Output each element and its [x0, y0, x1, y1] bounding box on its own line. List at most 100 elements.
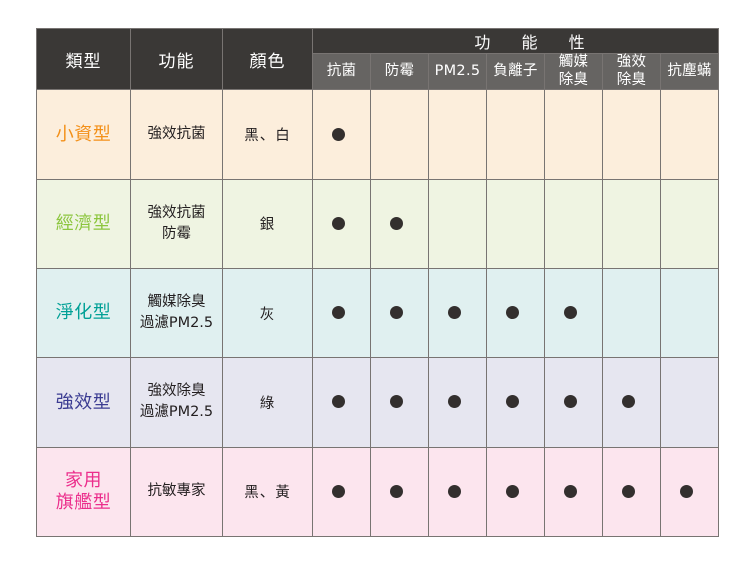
- header-sub-antimold-line1: 防霉: [384, 62, 415, 79]
- cell-feature-mark: [602, 178, 661, 270]
- supported-dot-icon: [448, 484, 461, 498]
- supported-dot-icon: [564, 306, 577, 320]
- cell-feature-mark: [370, 446, 429, 538]
- table-header: 類型 功能 顏色 功 能 性 抗菌 防霉 PM2.5 負離子 觸媒 除臭 強效: [36, 27, 720, 91]
- cell-feature-mark: [486, 446, 545, 538]
- cell-feature-mark: [544, 357, 603, 448]
- supported-dot-icon: [332, 127, 345, 141]
- cell-function: 強效抗菌 防霉: [130, 178, 223, 270]
- cell-function-line1: 強效抗菌: [147, 204, 206, 221]
- header-sub-catalyst-deodorize: 觸媒 除臭: [544, 52, 603, 91]
- cell-type-line2: 旗艦型: [55, 491, 112, 513]
- cell-feature-mark: [486, 357, 545, 448]
- supported-dot-icon: [622, 484, 635, 498]
- table-row: 強效型 強效除臭 過濾PM2.5 綠: [36, 357, 720, 448]
- cell-color: 黑、黃: [222, 446, 313, 538]
- cell-type-line1: 小資型: [55, 123, 112, 145]
- supported-dot-icon: [332, 306, 345, 320]
- cell-feature-mark: [544, 267, 603, 359]
- cell-function: 抗敏專家: [130, 446, 223, 538]
- table-body: 小資型 強效抗菌 黑、白 經濟型 強效抗菌 防霉銀淨化型 觸媒除臭 過濾PM2.5 灰強效型 強效…: [36, 89, 720, 538]
- cell-feature-mark: [428, 446, 487, 538]
- cell-color: 灰: [222, 267, 313, 359]
- cell-type-line1: 強效型: [55, 391, 112, 413]
- cell-feature-mark: [486, 89, 545, 180]
- supported-dot-icon: [506, 484, 519, 498]
- cell-function: 觸媒除臭過濾PM2.5: [130, 267, 223, 359]
- cell-function-line1: 強效抗菌: [147, 126, 206, 143]
- cell-function-line1: 抗敏專家: [147, 483, 206, 500]
- cell-type: 經濟型: [36, 178, 131, 270]
- header-sub-antimold: 防霉: [370, 52, 429, 91]
- supported-dot-icon: [448, 306, 461, 320]
- supported-dot-icon: [390, 306, 403, 320]
- header-sub-strong-deodorize-line2: 除臭: [616, 71, 647, 88]
- header-sub-anion: 負離子: [486, 52, 545, 91]
- cell-feature-mark: [659, 89, 720, 180]
- cell-type: 小資型: [36, 89, 131, 180]
- supported-dot-icon: [332, 484, 345, 498]
- supported-dot-icon: [390, 216, 403, 230]
- cell-feature-mark: [312, 267, 371, 359]
- header-sub-antibacterial-line1: 抗菌: [326, 62, 357, 79]
- cell-type-line1: 家用: [65, 470, 102, 492]
- cell-feature-mark: [370, 178, 429, 270]
- supported-dot-icon: [564, 395, 577, 409]
- cell-feature-mark: [370, 357, 429, 448]
- cell-feature-mark: [312, 446, 371, 538]
- table-row: 經濟型 強效抗菌 防霉銀: [36, 178, 720, 270]
- cell-function-line2: 過濾PM2.5: [139, 404, 214, 421]
- supported-dot-icon: [680, 484, 693, 498]
- cell-feature-mark: [370, 89, 429, 180]
- header-sub-antibacterial: 抗菌: [312, 52, 371, 91]
- supported-dot-icon: [332, 395, 345, 409]
- cell-feature-mark: [659, 267, 720, 359]
- cell-feature-mark: [312, 89, 371, 180]
- header-row-sub: 抗菌 防霉 PM2.5 負離子 觸媒 除臭 強效 除臭 抗塵蟎: [37, 52, 720, 91]
- cell-type: 淨化型: [36, 267, 131, 359]
- supported-dot-icon: [564, 484, 577, 498]
- cell-feature-mark: [428, 267, 487, 359]
- table-row: 家用 旗艦型 抗敏專家 黑、黃: [36, 446, 720, 538]
- header-row-group: 類型 功能 顏色 功 能 性: [36, 27, 720, 91]
- cell-function-line1: 強效除臭: [147, 383, 206, 400]
- supported-dot-icon: [332, 216, 345, 230]
- header-sub-strong-deodorize: 強效 除臭: [602, 52, 661, 91]
- cell-type-line1: 經濟型: [55, 213, 112, 235]
- header-type: 類型: [36, 27, 131, 91]
- cell-feature-mark: [544, 446, 603, 538]
- cell-feature-mark: [602, 446, 661, 538]
- supported-dot-icon: [622, 395, 635, 409]
- cell-function-line2: 防霉: [162, 225, 191, 242]
- header-sub-anion-line1: 負離子: [493, 62, 538, 79]
- cell-feature-mark: [659, 446, 720, 538]
- cell-feature-mark: [312, 357, 371, 448]
- header-sub-pm25-line1: PM2.5: [434, 62, 481, 79]
- cell-type-line1: 淨化型: [55, 302, 112, 324]
- header-sub-catalyst-deodorize-line2: 除臭: [558, 71, 589, 88]
- cell-feature-mark: [370, 267, 429, 359]
- cell-feature-mark: [544, 178, 603, 270]
- supported-dot-icon: [390, 395, 403, 409]
- cell-feature-mark: [544, 89, 603, 180]
- cell-color: 銀: [222, 178, 313, 270]
- cell-function-line2: 過濾PM2.5: [139, 315, 214, 332]
- header-sub-pm25: PM2.5: [428, 52, 487, 91]
- cell-function-line1: 觸媒除臭: [147, 294, 206, 311]
- cell-feature-mark: [659, 357, 720, 448]
- cell-feature-mark: [312, 178, 371, 270]
- cell-function: 強效除臭過濾PM2.5: [130, 357, 223, 448]
- header-color: 顏色: [222, 27, 313, 91]
- table-row: 小資型 強效抗菌 黑、白: [36, 89, 720, 180]
- header-sub-strong-deodorize-line1: 強效: [616, 54, 647, 70]
- product-comparison-table: 類型 功能 顏色 功 能 性 抗菌 防霉 PM2.5 負離子 觸媒 除臭 強效: [36, 27, 720, 538]
- header-function: 功能: [130, 27, 223, 91]
- supported-dot-icon: [506, 395, 519, 409]
- cell-feature-mark: [602, 267, 661, 359]
- cell-function: 強效抗菌: [130, 89, 223, 180]
- cell-feature-mark: [428, 178, 487, 270]
- cell-type: 家用 旗艦型: [36, 446, 131, 538]
- supported-dot-icon: [506, 306, 519, 320]
- supported-dot-icon: [448, 395, 461, 409]
- cell-feature-mark: [602, 357, 661, 448]
